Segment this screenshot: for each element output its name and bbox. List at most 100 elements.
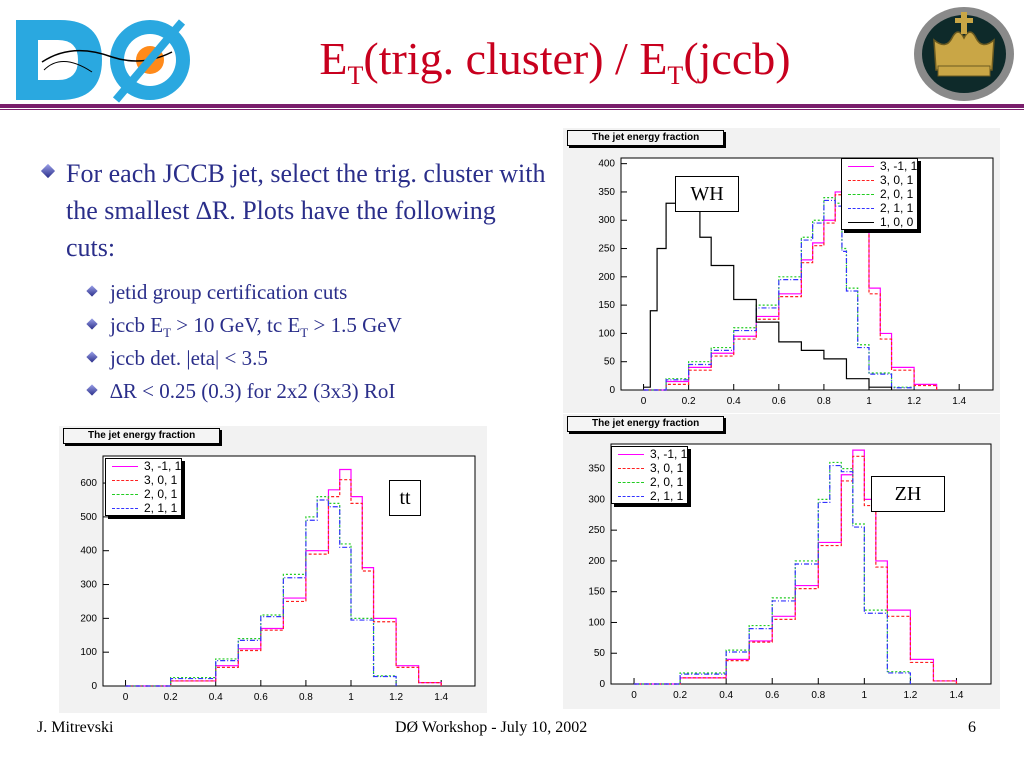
title-divider: [0, 104, 1024, 108]
do-logo: [12, 12, 194, 108]
legend-entry: 2, 1, 1: [612, 489, 687, 503]
legend-swatch: [848, 208, 874, 209]
y-tick-label: 350: [598, 187, 615, 198]
series-line: [643, 180, 893, 390]
y-tick-label: 150: [588, 587, 605, 598]
plot-legend: 3, -1, 1 3, 0, 1 2, 0, 1 2, 1, 1: [611, 446, 689, 504]
legend-label: 3, 0, 1: [144, 473, 178, 487]
legend-entry: 2, 0, 1: [106, 487, 181, 501]
legend-swatch: [112, 466, 138, 467]
plot-wh-canvas: 0 0.2 0.4 0.6 0.8 1 1.2 1.4 0 50 100 150 200 250 300 35…: [563, 128, 1000, 413]
legend-label: 2, 1, 1: [650, 489, 684, 503]
sample-label: WH: [675, 176, 739, 212]
sample-label: ZH: [871, 476, 945, 512]
y-tick-label: 100: [598, 328, 615, 339]
x-tick-label: 1.4: [952, 396, 966, 407]
legend-entry: 2, 1, 1: [106, 501, 181, 515]
y-tick-label: 350: [588, 464, 605, 475]
legend-swatch: [848, 194, 874, 195]
legend-label: 3, -1, 1: [650, 447, 688, 461]
legend-label: 2, 0, 1: [650, 475, 684, 489]
y-tick-label: 300: [598, 215, 615, 226]
x-tick-label: 1: [862, 690, 868, 701]
legend-swatch: [112, 480, 138, 481]
x-tick-label: 0: [641, 396, 647, 407]
legend-entry: 3, 0, 1: [106, 473, 181, 487]
legend-label: 2, 1, 1: [880, 201, 914, 215]
plot-title: The jet energy fraction: [567, 130, 725, 146]
y-tick-label: 400: [80, 546, 97, 557]
x-tick-label: 0.2: [682, 396, 696, 407]
x-tick-label: 0: [631, 690, 637, 701]
legend-label: 2, 0, 1: [880, 187, 914, 201]
x-tick-label: 0.6: [254, 692, 268, 703]
plot-title: The jet energy fraction: [567, 416, 725, 432]
y-tick-label: 300: [80, 580, 97, 591]
bullet-diamond-icon: [40, 163, 56, 179]
bullet-main: For each JCCB jet, select the trig. clus…: [66, 159, 546, 262]
x-tick-label: 1.2: [907, 396, 921, 407]
x-tick-label: 1.2: [903, 690, 917, 701]
y-tick-label: 200: [80, 613, 97, 624]
legend-swatch: [112, 508, 138, 509]
x-tick-label: 0.8: [817, 396, 831, 407]
series-line: [634, 464, 911, 685]
legend-entry: 3, 0, 1: [612, 461, 687, 475]
bullet-subscript: T: [163, 325, 172, 341]
legend-swatch: [848, 180, 874, 181]
crown-icon: [914, 7, 1014, 101]
legend-entry: 3, 0, 1: [842, 173, 917, 187]
footer-author: J. Mitrevski: [37, 719, 114, 736]
y-tick-label: 600: [80, 478, 97, 489]
x-tick-label: 1.4: [950, 690, 964, 701]
y-tick-label: 200: [588, 556, 605, 567]
legend-swatch: [848, 166, 874, 167]
x-tick-label: 0.8: [811, 690, 825, 701]
title-subscript: T: [667, 61, 684, 91]
title-divider-thin: [0, 109, 1024, 110]
do-logo-graphic: [12, 12, 194, 108]
bullet-sub-4: ∆R < 0.25 (0.3) for 2x2 (3x3) RoI: [110, 379, 396, 403]
legend-swatch: [848, 222, 874, 223]
x-tick-label: 0.4: [719, 690, 733, 701]
x-tick-label: 1.2: [389, 692, 403, 703]
legend-label: 2, 1, 1: [144, 501, 178, 515]
bullet-text: > 1.5 GeV: [308, 313, 402, 337]
plot-tt: 0 0.2 0.4 0.6 0.8 1 1.2 1.4 0 100 200 300 400 500 600 …: [59, 426, 487, 713]
footer-event: DØ Workshop - July 10, 2002: [395, 719, 588, 736]
series-line: [634, 455, 958, 685]
legend-entry: 3, -1, 1: [612, 447, 687, 461]
bullet-sub-1: jetid group certification cuts: [110, 280, 348, 304]
plot-legend: 3, -1, 1 3, 0, 1 2, 0, 1 2, 1, 1 1, 0, 0: [841, 158, 919, 230]
y-tick-label: 0: [609, 385, 615, 396]
y-tick-label: 300: [588, 494, 605, 505]
legend-swatch: [618, 482, 644, 483]
y-tick-label: 100: [80, 647, 97, 658]
bullet-sub-3: jccb det. |eta| < 3.5: [110, 346, 268, 370]
legend-swatch: [618, 468, 644, 469]
plot-legend: 3, -1, 1 3, 0, 1 2, 0, 1 2, 1, 1: [105, 458, 183, 516]
x-tick-label: 1.4: [434, 692, 448, 703]
x-tick-label: 0.4: [727, 396, 741, 407]
legend-entry: 1, 0, 0: [842, 215, 917, 229]
x-tick-label: 0: [123, 692, 129, 703]
bullet-subscript: T: [300, 325, 309, 341]
legend-swatch: [112, 494, 138, 495]
series-line: [125, 495, 397, 687]
x-tick-label: 0.6: [772, 396, 786, 407]
legend-label: 3, -1, 1: [880, 159, 918, 173]
plot-zh: 0 0.2 0.4 0.6 0.8 1 1.2 1.4 0 50 100 150 200 250 300 35…: [563, 414, 1000, 709]
y-tick-label: 0: [599, 679, 605, 690]
legend-entry: 2, 0, 1: [842, 187, 917, 201]
legend-entry: 2, 1, 1: [842, 201, 917, 215]
bullet-diamond-icon: [86, 351, 98, 363]
series-line: [634, 461, 911, 685]
legend-swatch: [618, 496, 644, 497]
legend-entry: 3, -1, 1: [106, 459, 181, 473]
legend-swatch: [618, 454, 644, 455]
crest-logo: [912, 4, 1016, 104]
legend-label: 3, 0, 1: [880, 173, 914, 187]
bullet-text: > 10 GeV, tc E: [171, 313, 301, 337]
y-tick-label: 100: [588, 617, 605, 628]
legend-label: 2, 0, 1: [144, 487, 178, 501]
